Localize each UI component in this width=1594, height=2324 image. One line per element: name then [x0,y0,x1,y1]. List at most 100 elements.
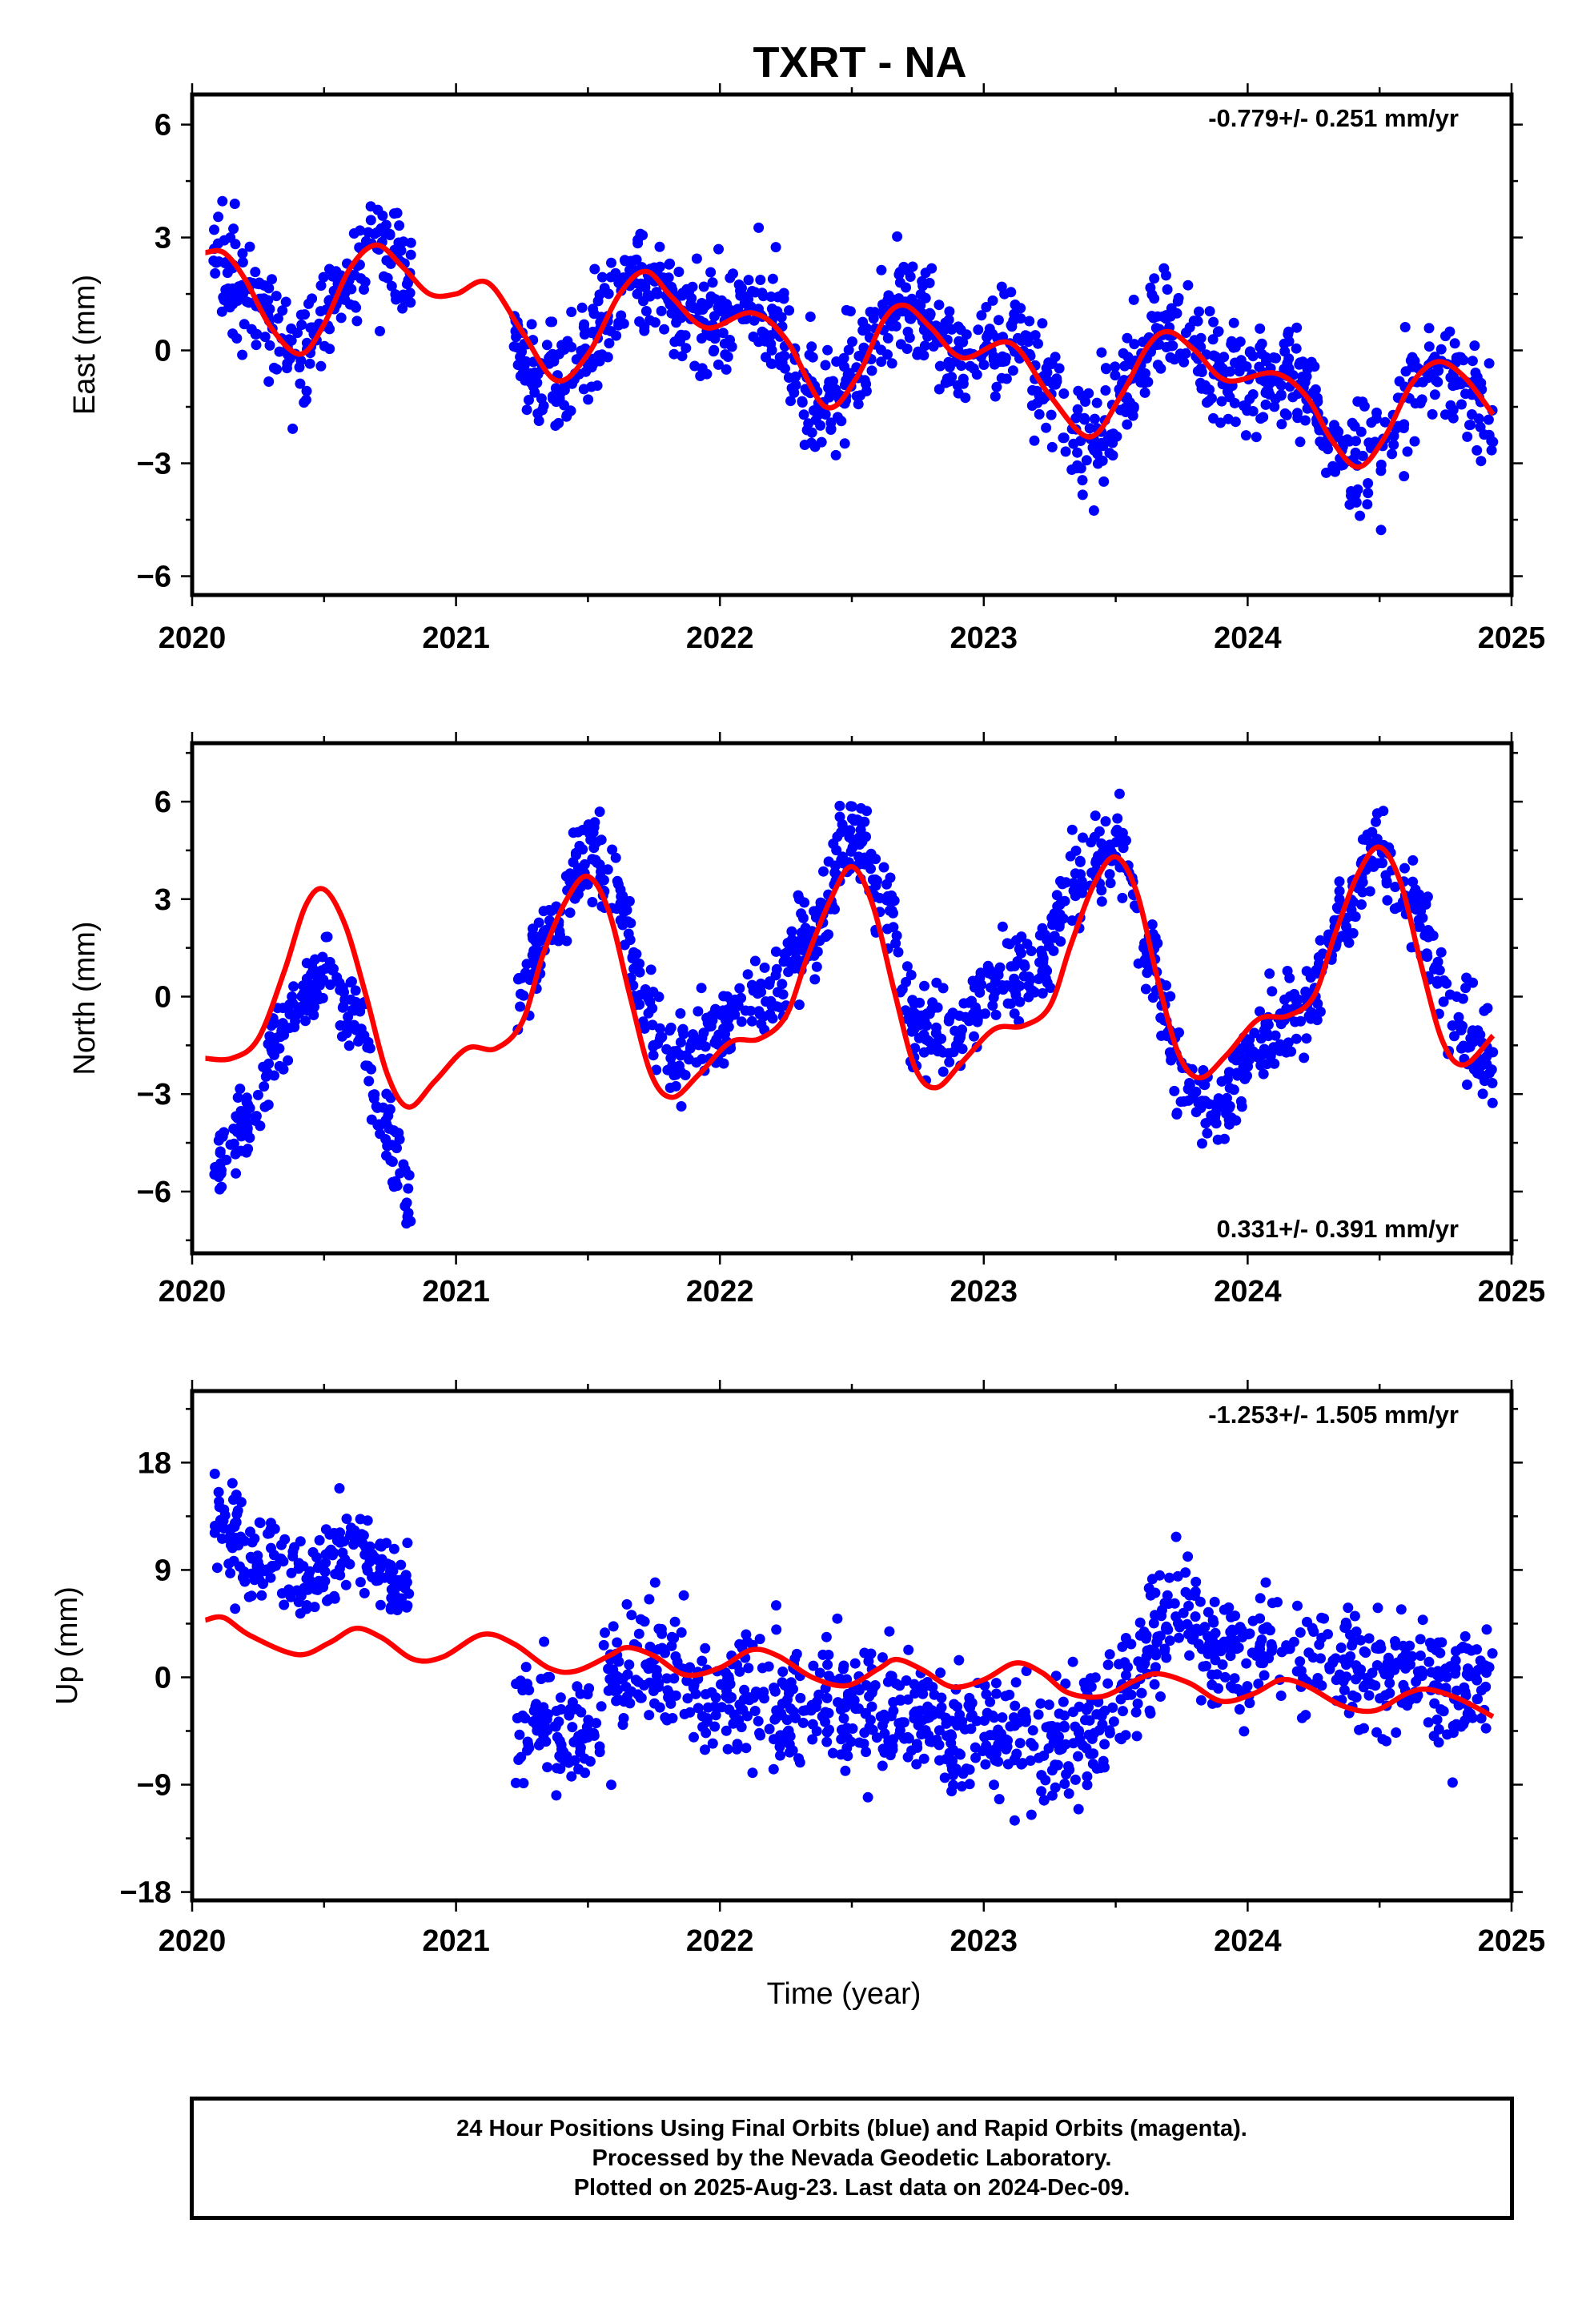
data-point [224,302,235,313]
data-point [1429,389,1440,400]
data-point [1026,1809,1037,1820]
data-point [536,404,548,416]
data-point [1210,1655,1221,1666]
data-point [724,1704,735,1715]
data-point [987,969,998,980]
data-point [1184,1650,1195,1661]
data-point [594,1747,605,1758]
data-point [701,1012,713,1023]
data-point [1467,356,1478,367]
data-point [838,1713,849,1724]
data-point [1472,1675,1483,1686]
data-point [1244,393,1255,404]
data-point [626,1686,636,1697]
y-tick-label: −9 [137,1769,171,1803]
data-point [1076,876,1087,887]
data-point [258,1061,269,1072]
data-point [1291,343,1302,354]
data-point [987,295,998,306]
data-point [1187,1627,1199,1638]
data-point [1187,1091,1199,1102]
x-axis-label: Time (year) [767,1977,921,2011]
data-point [1355,510,1366,521]
data-point [517,368,528,379]
data-point [777,1667,789,1677]
data-point [1382,895,1393,906]
data-point [805,437,817,448]
data-point [1078,832,1088,843]
data-point [399,294,409,305]
data-point [305,986,316,997]
data-point [287,423,299,434]
data-point [317,951,328,963]
data-point [859,1727,870,1739]
data-point [1291,322,1303,333]
data-point [1071,463,1082,474]
data-point [528,1716,539,1727]
data-point [524,395,534,405]
data-point [713,243,724,255]
data-point [279,1534,291,1545]
data-point [1318,440,1329,452]
data-point [1451,1646,1461,1657]
data-point [1165,991,1176,1002]
data-point [341,1514,352,1524]
data-point [1307,1622,1318,1634]
data-point [797,396,808,407]
data-point [363,1076,375,1087]
data-point [575,1688,586,1699]
data-point [1219,1636,1230,1647]
data-point [403,1214,414,1224]
data-point [1363,437,1375,448]
data-point [936,1702,947,1713]
y-tick-label: −6 [137,1176,171,1209]
data-point [402,1538,413,1549]
data-point [263,295,274,306]
data-point [956,1781,967,1792]
data-point [902,326,913,337]
x-tick-label: 2025 [1478,1275,1546,1309]
data-point [777,1733,787,1744]
data-point [1323,1629,1333,1640]
data-point [589,263,600,275]
data-point [562,336,573,347]
data-point [404,287,416,299]
data-point [295,309,307,320]
data-point [994,1794,1005,1805]
data-point [1060,1679,1071,1689]
data-point [583,1729,594,1740]
data-point [959,1723,970,1735]
data-point [1171,1109,1182,1120]
north-y-axis-label: North (mm) [68,921,102,1075]
data-point [1074,1734,1086,1745]
data-point [555,1692,566,1703]
data-point [743,1663,754,1674]
data-point [947,1755,958,1767]
data-point [1081,455,1092,466]
data-point [822,344,833,356]
data-point [1112,827,1123,838]
data-point [1462,431,1473,442]
data-point [301,1573,312,1584]
data-point [721,364,732,375]
data-point [800,923,811,934]
data-point [1260,399,1271,410]
data-point [993,1756,1004,1767]
data-point [867,1724,878,1735]
data-point [1341,1620,1352,1631]
data-point [1258,1623,1269,1634]
data-point [1091,397,1102,408]
data-point [1096,896,1107,907]
data-point [742,1711,753,1722]
data-point [1199,380,1211,391]
data-point [1484,1068,1495,1079]
data-point [1149,273,1160,284]
data-point [217,1131,228,1142]
data-point [1240,1039,1251,1050]
data-point [277,305,288,316]
data-point [857,316,869,328]
data-point [759,962,770,973]
data-point [1046,1720,1058,1731]
data-point [1046,1790,1058,1801]
data-point [307,1580,318,1591]
